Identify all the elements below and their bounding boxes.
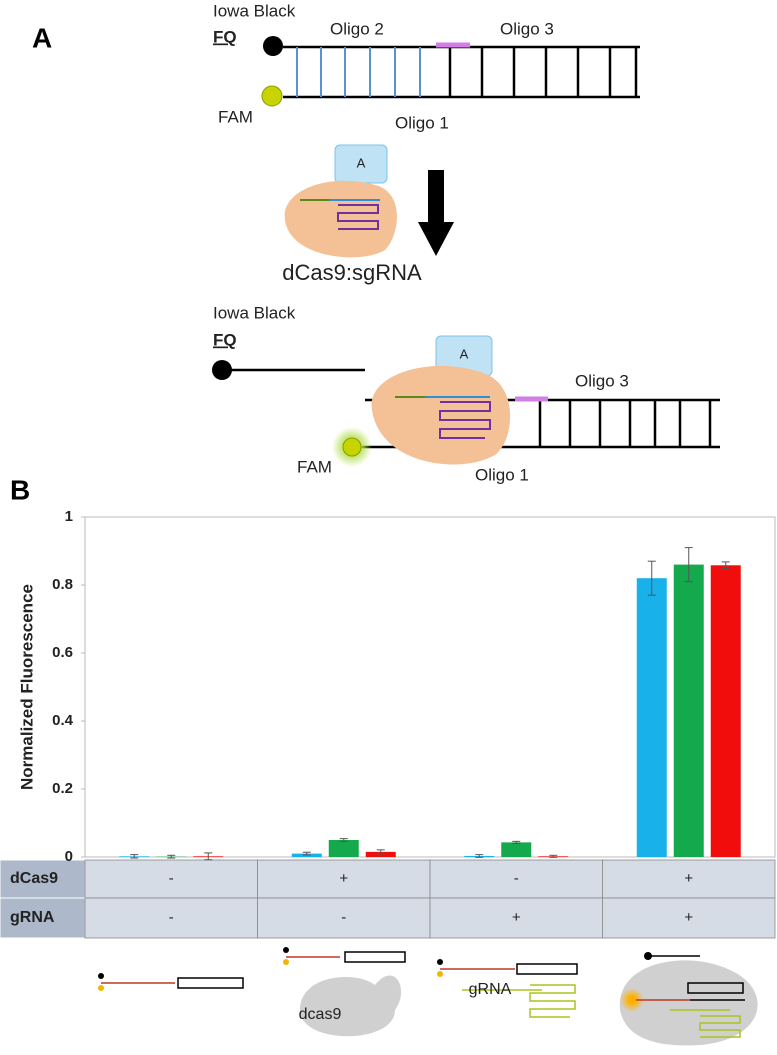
table-cell-text: -	[169, 870, 174, 887]
duplex-top	[283, 45, 640, 97]
panel-label: A	[32, 22, 52, 53]
label: dcas9	[299, 1006, 342, 1023]
table-cell-text: +	[512, 909, 521, 926]
label: Oligo 1	[395, 113, 449, 132]
label: Iowa Black	[213, 1, 296, 20]
table-cell-text: -	[341, 909, 346, 926]
panel-label: B	[10, 474, 30, 505]
arrow	[418, 170, 454, 256]
y-tick-label: 1	[65, 508, 73, 525]
fluorophore	[343, 438, 361, 456]
error-bar	[204, 853, 212, 860]
y-axis-title: Normalized Fluorescence	[17, 584, 36, 790]
label: Oligo 1	[475, 465, 529, 484]
bar	[674, 565, 704, 857]
bar	[501, 842, 531, 857]
row-header: dCas9	[10, 870, 58, 887]
bar	[637, 578, 667, 857]
label: FQ	[213, 330, 237, 349]
label: FAM	[218, 107, 253, 126]
plot-area	[85, 517, 775, 857]
table-cell-text: -	[169, 909, 174, 926]
label: dCas9:sgRNA	[282, 260, 422, 285]
schematics	[98, 947, 758, 1045]
label: Iowa Black	[213, 303, 296, 322]
label: gRNA	[469, 981, 512, 998]
table-cell-text: +	[684, 909, 693, 926]
quencher	[212, 360, 232, 380]
table-cell-text: +	[339, 870, 348, 887]
y-tick-label: 0	[65, 848, 73, 865]
table-cell-text: -	[514, 870, 519, 887]
y-tick-label: 0.6	[52, 644, 73, 661]
y-tick-label: 0.8	[52, 576, 73, 593]
label: Oligo 2	[330, 19, 384, 38]
label: Oligo 3	[575, 371, 629, 390]
bar	[711, 565, 741, 857]
protein	[285, 181, 397, 258]
fluorophore	[262, 86, 282, 106]
label: A	[357, 155, 366, 170]
quencher	[263, 36, 283, 56]
y-tick-label: 0.4	[52, 712, 74, 729]
bar	[329, 840, 359, 857]
label: A	[460, 346, 469, 361]
condition-table: dCas9 - + - + gRNA - - + +	[0, 860, 775, 938]
label: FAM	[297, 457, 332, 476]
label: FQ	[213, 27, 237, 46]
label: Oligo 3	[500, 19, 554, 38]
y-tick-label: 0.2	[52, 780, 73, 797]
table-cell-text: +	[684, 870, 693, 887]
row-header: gRNA	[10, 909, 55, 926]
